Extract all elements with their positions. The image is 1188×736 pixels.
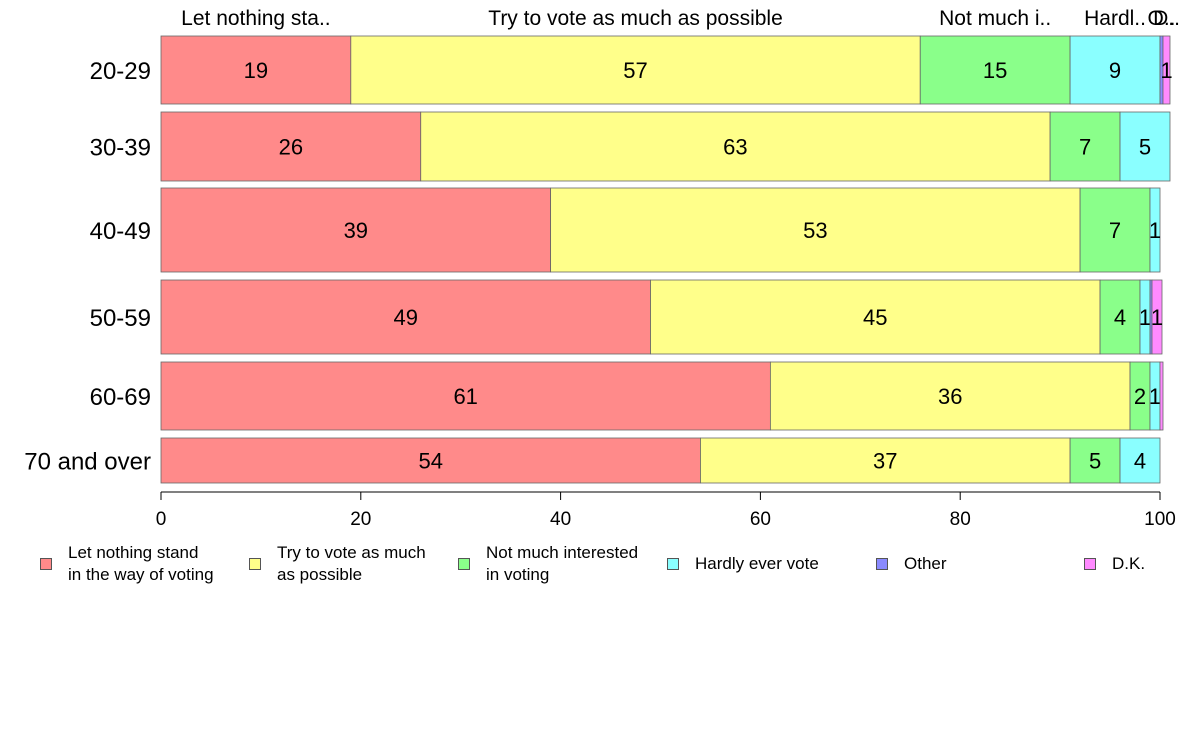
data-label: 49 bbox=[394, 305, 418, 330]
data-label: 7 bbox=[1079, 135, 1091, 160]
data-label: 4 bbox=[1134, 449, 1146, 474]
bar-segment bbox=[1119, 111, 1171, 182]
legend-label: Hardly ever vote bbox=[695, 554, 819, 573]
category-label: 50-59 bbox=[90, 305, 151, 332]
data-label: 63 bbox=[723, 135, 747, 160]
legend-item: Hardly ever vote bbox=[667, 553, 819, 575]
bar-segment bbox=[350, 35, 921, 105]
series-top-label: Try to vote as much as possible bbox=[488, 7, 783, 30]
category-label: 60-69 bbox=[90, 384, 151, 411]
series-top-label: O.. bbox=[1147, 7, 1175, 30]
data-label: 54 bbox=[418, 449, 442, 474]
bar-segment bbox=[919, 35, 1071, 105]
legend-swatch bbox=[1084, 558, 1096, 570]
legend: Let nothing stand in the way of voting Tr… bbox=[0, 540, 1188, 600]
bar-segment bbox=[160, 361, 771, 431]
legend-label: Try to vote as much as possible bbox=[277, 543, 426, 584]
data-label: 5 bbox=[1139, 135, 1151, 160]
bar-segment bbox=[1069, 35, 1161, 105]
data-label: 26 bbox=[279, 135, 303, 160]
bar-segment bbox=[650, 279, 1101, 355]
data-label: 39 bbox=[344, 218, 368, 243]
data-label: 37 bbox=[873, 449, 897, 474]
bar-segment bbox=[1162, 35, 1171, 105]
data-label: 4 bbox=[1114, 305, 1126, 330]
data-label: 9 bbox=[1109, 58, 1121, 83]
x-tick-label: 20 bbox=[350, 509, 371, 530]
data-label: 1 bbox=[1139, 305, 1151, 330]
legend-swatch bbox=[249, 558, 261, 570]
legend-item: Try to vote as much as possible bbox=[249, 542, 426, 586]
data-label: 1 bbox=[1151, 305, 1163, 330]
bar-segment bbox=[1119, 437, 1161, 484]
bar-segment bbox=[1079, 187, 1151, 273]
legend-item: D.K. bbox=[1084, 553, 1145, 575]
x-tick-label: 80 bbox=[950, 509, 971, 530]
data-label: 61 bbox=[453, 384, 477, 409]
bar-segment bbox=[1149, 187, 1161, 273]
data-label: 15 bbox=[983, 58, 1007, 83]
bar-segment bbox=[1159, 361, 1164, 431]
category-label: 20-29 bbox=[90, 58, 151, 85]
data-label: 36 bbox=[938, 384, 962, 409]
legend-label: Not much interested in voting bbox=[486, 543, 639, 584]
legend-item: Other bbox=[876, 553, 947, 575]
bar-segment bbox=[160, 279, 651, 355]
legend-label: Let nothing stand in the way of voting bbox=[68, 543, 214, 584]
legend-swatch bbox=[458, 558, 470, 570]
series-top-label: Hardl.. bbox=[1084, 7, 1146, 30]
bar-segment bbox=[160, 35, 352, 105]
series-top-label: D.. bbox=[1153, 7, 1180, 30]
bar-segment bbox=[550, 187, 1081, 273]
x-tick-label: 40 bbox=[550, 509, 571, 530]
category-label: 30-39 bbox=[90, 135, 151, 162]
legend-swatch bbox=[40, 558, 52, 570]
x-tick-label: 0 bbox=[156, 509, 167, 530]
bar-segment bbox=[769, 361, 1131, 431]
data-label: 5 bbox=[1089, 449, 1101, 474]
bar-segment bbox=[1049, 111, 1121, 182]
x-tick-label: 100 bbox=[1144, 509, 1176, 530]
legend-item: Let nothing stand in the way of voting bbox=[40, 542, 214, 586]
bar-segment bbox=[160, 187, 552, 273]
bar-segment bbox=[420, 111, 1051, 182]
data-label: 53 bbox=[803, 218, 827, 243]
data-label: 1 bbox=[1149, 384, 1161, 409]
series-top-label: Not much i.. bbox=[939, 7, 1051, 30]
data-label: 7 bbox=[1109, 218, 1121, 243]
data-label: 45 bbox=[863, 305, 887, 330]
bar-segment bbox=[700, 437, 1071, 484]
series-top-label: Let nothing sta.. bbox=[181, 7, 330, 30]
legend-label: D.K. bbox=[1112, 554, 1146, 573]
data-label: 2 bbox=[1134, 384, 1146, 409]
legend-swatch bbox=[667, 558, 679, 570]
bar-segment bbox=[1151, 279, 1163, 355]
data-label: 19 bbox=[244, 58, 268, 83]
legend-label: Other bbox=[904, 554, 947, 573]
category-label: 70 and over bbox=[24, 449, 151, 476]
legend-item: Not much interested in voting bbox=[458, 542, 638, 586]
x-tick-label: 60 bbox=[750, 509, 771, 530]
data-label: 1 bbox=[1160, 58, 1172, 83]
data-label: 57 bbox=[623, 58, 647, 83]
bar-segment bbox=[160, 111, 422, 182]
legend-swatch bbox=[876, 558, 888, 570]
bar-segment bbox=[1069, 437, 1121, 484]
data-label: 1 bbox=[1149, 218, 1161, 243]
category-label: 40-49 bbox=[90, 218, 151, 245]
